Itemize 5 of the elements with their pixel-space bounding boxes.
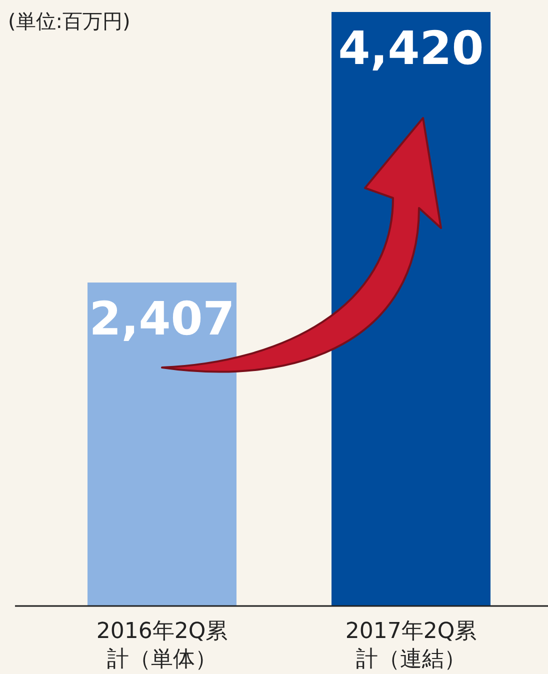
x-tick-label: 2017年2Q累計（連結） [345, 619, 477, 672]
x-tick-label: 2016年2Q累計（単体） [96, 619, 228, 672]
data-label: 4,420 [338, 21, 484, 75]
annotation: (単位:百万円) [8, 9, 130, 33]
data-label: 2,407 [89, 292, 235, 346]
